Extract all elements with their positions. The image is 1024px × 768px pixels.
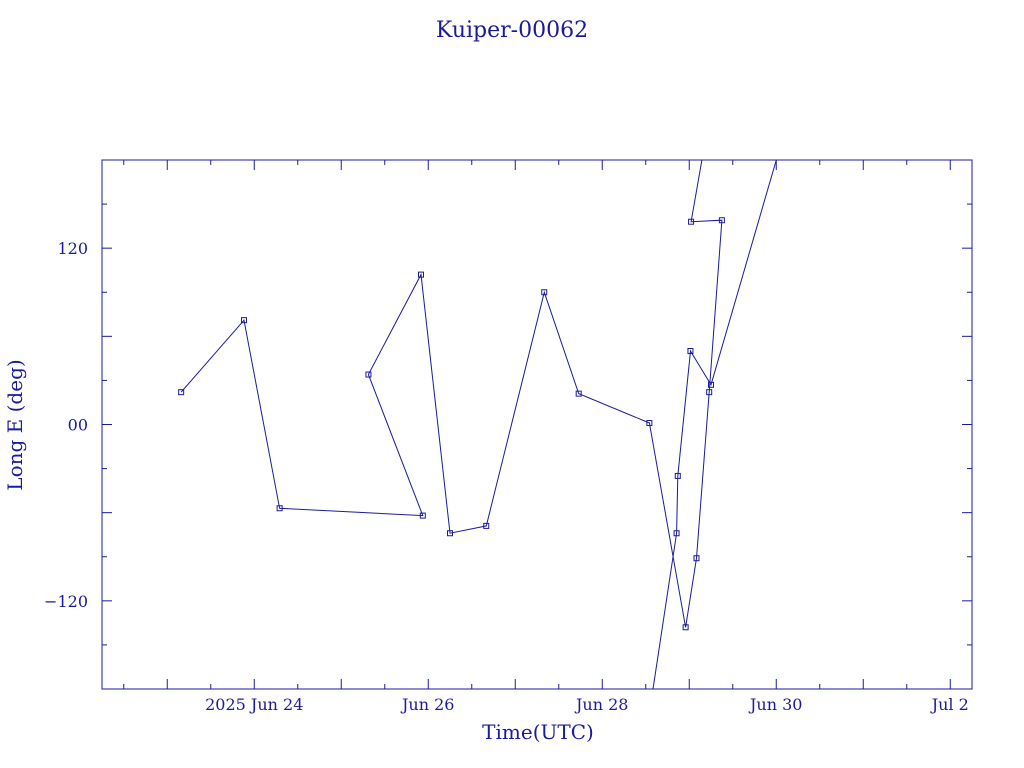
data-point [365,371,372,378]
data-point [706,389,713,396]
data-point [693,555,700,562]
y-tick-label: 120 [57,239,88,258]
data-point [418,271,424,278]
data-point [541,289,548,296]
x-tick-labels: 2025 Jun 24 Jun 26 Jun 28 Jun 30 Jul 2 [205,695,969,714]
y-tick-labels: 120 00 −120 [44,239,88,611]
data-point [646,420,653,427]
data-point [673,530,680,537]
y-axis-label: Long E (deg) [3,359,27,490]
series-line [180,160,723,628]
data-point [688,218,695,225]
data-point [708,381,714,388]
data-point [447,530,453,537]
x-tick-label: Jun 26 [400,695,454,714]
series-line [652,160,777,689]
y-tick-label: 00 [68,416,88,435]
data-point [682,624,689,631]
data-point [718,217,725,224]
data-point [674,472,681,479]
data-point [687,348,694,355]
x-tick-label: Jun 30 [748,695,802,714]
data-point [276,505,283,512]
x-tick-label: 2025 Jun 24 [205,695,303,714]
data-point [419,512,426,519]
y-tick-label: −120 [44,592,88,611]
data-point [178,389,185,396]
series-group [178,160,777,689]
x-tick-label: Jun 28 [574,695,628,714]
axis-ticks [102,160,972,689]
data-point [575,390,582,397]
chart-title: Kuiper-00062 [436,18,588,43]
data-series [178,160,777,689]
data-point [483,522,490,529]
x-tick-label: Jul 2 [930,695,969,714]
plot-frame [101,159,973,690]
data-point [240,317,247,324]
x-axis-label: Time(UTC) [482,720,594,744]
